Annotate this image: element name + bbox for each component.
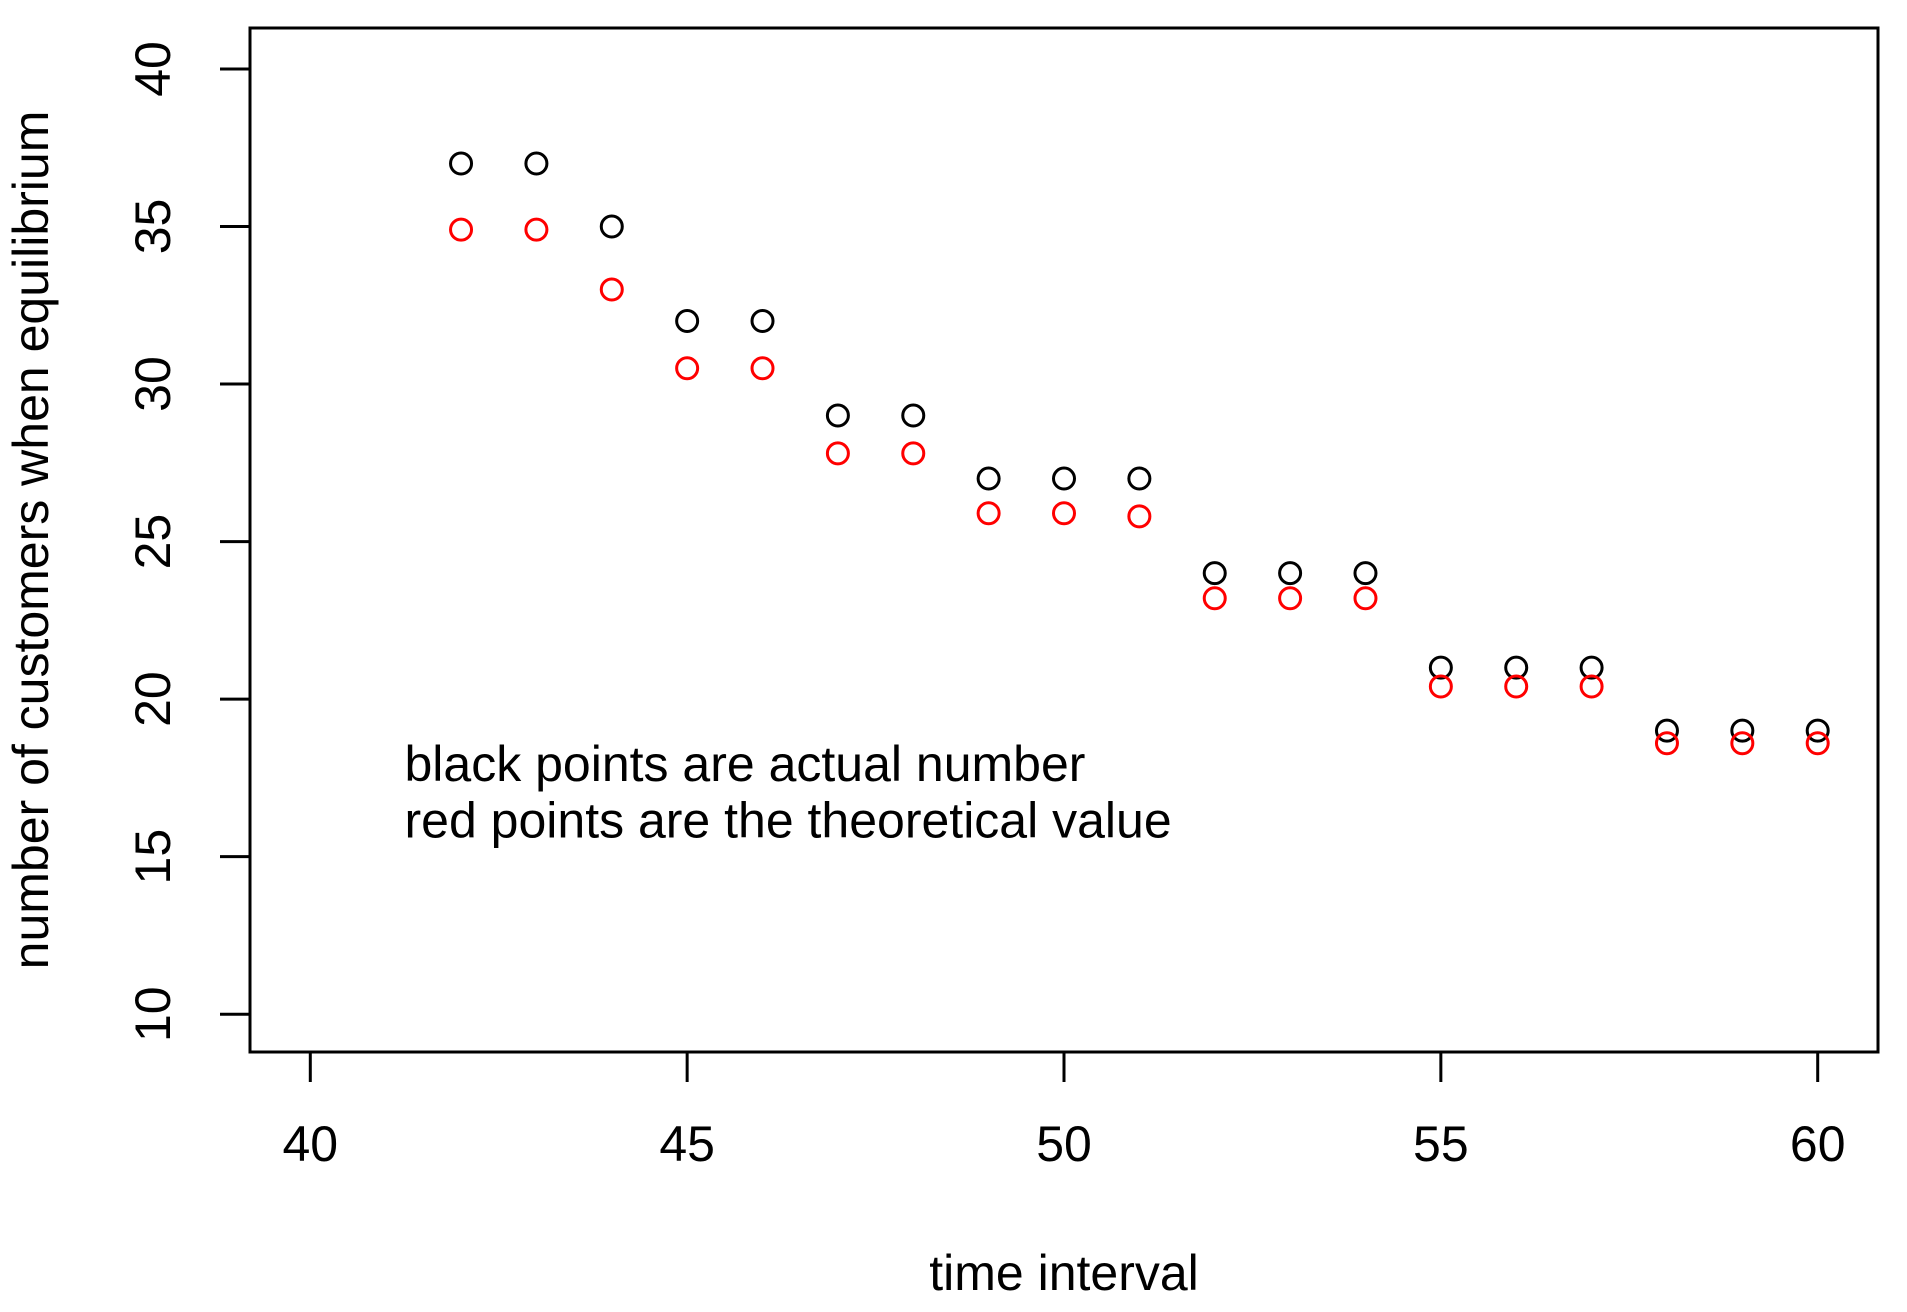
data-point-actual [1127, 466, 1152, 491]
x-tick-label: 40 [282, 1116, 338, 1172]
data-point-actual [1654, 718, 1679, 743]
x-tick-label: 45 [659, 1116, 715, 1172]
y-axis-title: number of customers when equilibrium [3, 111, 59, 970]
data-point-actual [901, 403, 926, 428]
x-axis-title: time interval [929, 1245, 1199, 1301]
data-point-actual [1278, 561, 1303, 586]
data-point-theoretical [524, 217, 549, 242]
data-point-actual [1052, 466, 1076, 491]
data-point-theoretical [1278, 586, 1303, 611]
data-point-theoretical [1202, 586, 1227, 611]
data-point-theoretical [599, 277, 624, 302]
data-point-actual [1579, 655, 1604, 680]
data-point-actual [1730, 718, 1755, 743]
axis-ticks: 40 45 50 55 60 10 15 20 25 30 35 40 [125, 41, 1846, 1172]
data-point-actual [675, 309, 700, 334]
plot-border [248, 26, 1880, 1054]
data-point-theoretical [901, 441, 926, 466]
data-point-theoretical [675, 356, 700, 381]
data-point-theoretical [449, 217, 474, 242]
data-point-theoretical [1730, 731, 1755, 756]
data-point-actual [976, 466, 1001, 491]
data-points [449, 151, 1830, 756]
y-tick-label: 25 [125, 514, 181, 570]
annotation-text-0: black points are actual number [405, 736, 1086, 792]
annotation-text-1: red points are the theoretical value [405, 793, 1172, 849]
data-point-theoretical [1579, 674, 1604, 699]
data-point-theoretical [1504, 674, 1529, 699]
data-point-theoretical [1654, 731, 1679, 756]
x-tick-label: 55 [1413, 1116, 1469, 1172]
data-point-actual [750, 309, 775, 334]
data-point-actual [1805, 718, 1830, 743]
y-tick-label: 30 [125, 356, 181, 412]
data-point-actual [1353, 561, 1378, 586]
y-tick-label: 20 [125, 671, 181, 727]
data-point-theoretical [825, 441, 850, 466]
x-tick-label: 60 [1790, 1116, 1846, 1172]
y-tick-label: 35 [125, 199, 181, 255]
data-point-theoretical [976, 501, 1001, 526]
data-point-actual [1428, 655, 1453, 680]
data-point-actual [825, 403, 850, 428]
y-tick-label: 15 [125, 829, 181, 885]
data-point-actual [1504, 655, 1529, 680]
data-point-theoretical [1353, 586, 1378, 611]
y-tick-label: 10 [125, 986, 181, 1042]
data-point-theoretical [750, 356, 775, 381]
data-point-actual [449, 151, 474, 176]
data-point-theoretical [1428, 674, 1453, 699]
data-point-theoretical [1052, 501, 1076, 526]
y-tick-label: 40 [125, 41, 181, 97]
data-point-actual [1202, 561, 1227, 586]
data-point-actual [599, 214, 624, 239]
data-point-actual [524, 151, 549, 176]
data-point-theoretical [1805, 731, 1830, 756]
data-point-theoretical [1127, 504, 1152, 529]
x-tick-label: 50 [1036, 1116, 1092, 1172]
